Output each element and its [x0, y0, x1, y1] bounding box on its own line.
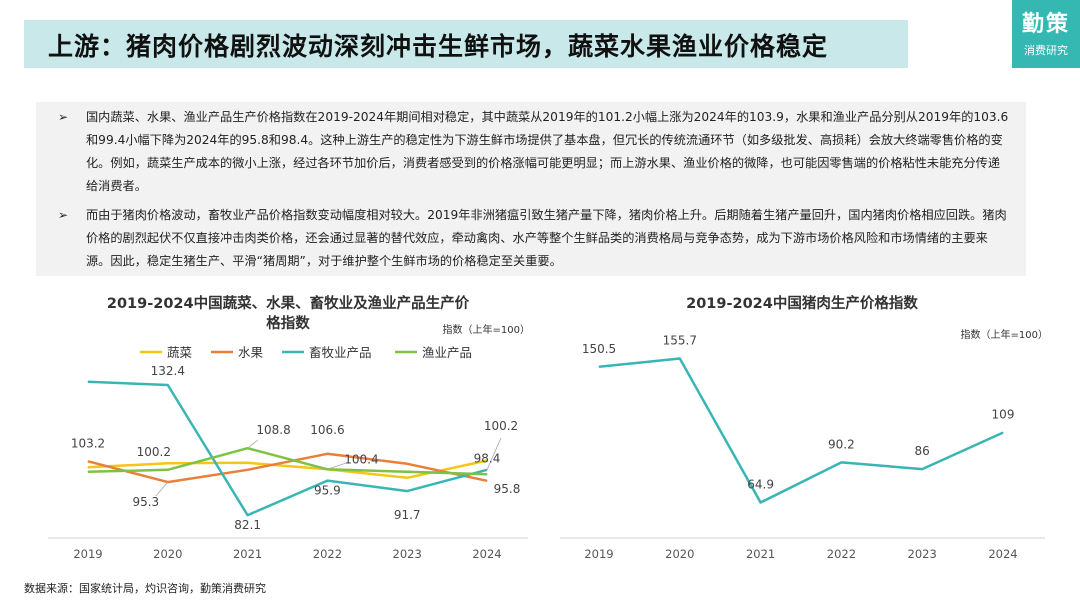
- x-tick-label: 2020: [665, 547, 694, 561]
- data-point: [167, 469, 169, 471]
- series-line: [87, 452, 488, 484]
- data-point: [679, 358, 681, 360]
- data-label: 100.2: [484, 419, 518, 433]
- data-point: [486, 480, 488, 482]
- chart1-unit-note: 指数（上年=100）: [443, 323, 530, 336]
- data-label: 108.8: [256, 423, 290, 437]
- data-label: 106.6: [310, 423, 344, 437]
- brand-logo: 勤策 消费研究: [1012, 0, 1080, 68]
- logo-line1: 勤策: [1021, 12, 1070, 37]
- data-point: [598, 366, 600, 368]
- page-title: 上游：猪肉价格剧烈波动深刻冲击生鲜市场，蔬菜水果渔业价格稳定: [48, 32, 829, 61]
- summary-paragraph-2: ➢ 而由于猪肉价格波动，畜牧业产品价格指数变动幅度相对较大。2019年非洲猪瘟引…: [58, 204, 1010, 273]
- x-tick-label: 2019: [73, 547, 102, 561]
- data-point: [326, 480, 328, 482]
- chart1-title-line1: 2019-2024中国蔬菜、水果、畜牧业及渔业产品生产价: [107, 294, 470, 312]
- data-point: [87, 471, 89, 473]
- data-point: [406, 463, 408, 465]
- x-tick-label: 2021: [746, 547, 775, 561]
- summary-paragraph-1: ➢ 国内蔬菜、水果、渔业产品生产价格指数在2019-2024年期间相对稳定，其中…: [58, 106, 1010, 198]
- x-tick-label: 2023: [908, 547, 937, 561]
- data-point: [921, 468, 923, 470]
- summary-box: ➢ 国内蔬菜、水果、渔业产品生产价格指数在2019-2024年期间相对稳定，其中…: [36, 102, 1026, 276]
- legend-label: 畜牧业产品: [309, 345, 372, 360]
- x-tick-label: 2022: [827, 547, 856, 561]
- label-leader-line: [247, 439, 258, 449]
- x-tick-label: 2019: [584, 547, 613, 561]
- data-point: [486, 460, 488, 462]
- chart2-plot: 2019 2020 2021 2022 2023 2024 150.5 155.7 64.9 90…: [560, 334, 1045, 561]
- series-line: [598, 357, 1004, 504]
- data-label: 100.2: [137, 445, 171, 459]
- data-source: 数据来源：国家统计局，灼识咨询，勤策消费研究: [24, 582, 266, 595]
- legend-label: 水果: [238, 345, 264, 360]
- data-label: 90.2: [828, 437, 855, 451]
- data-point: [167, 462, 169, 464]
- paragraph-text: 国内蔬菜、水果、渔业产品生产价格指数在2019-2024年期间相对稳定，其中蔬菜…: [86, 110, 1009, 193]
- x-tick-label: 2020: [153, 547, 182, 561]
- logo-line2: 消费研究: [1024, 44, 1068, 57]
- data-point: [406, 477, 408, 479]
- data-point: [247, 462, 249, 464]
- data-label: 91.7: [394, 508, 421, 522]
- data-label: 86: [915, 444, 930, 458]
- chart1-legend: 蔬菜 水果 畜牧业产品 渔业产品: [140, 345, 472, 360]
- data-label: 98.4: [474, 451, 501, 465]
- data-label: 155.7: [663, 334, 697, 348]
- legend-item: 蔬菜: [140, 345, 193, 360]
- legend-label: 渔业产品: [422, 345, 472, 360]
- data-label: 95.3: [132, 495, 159, 509]
- data-point: [486, 473, 488, 475]
- bullet-icon: ➢: [58, 110, 69, 124]
- data-point: [247, 514, 249, 516]
- data-label: 103.2: [71, 436, 105, 450]
- legend-item: 渔业产品: [395, 345, 472, 360]
- data-point: [1002, 432, 1004, 434]
- data-label: 64.9: [747, 478, 774, 492]
- legend-item: 水果: [211, 345, 264, 360]
- data-label: 82.1: [234, 518, 261, 532]
- chart2-unit-note: 指数（上年=100）: [961, 328, 1048, 341]
- label-leader-line: [155, 481, 169, 497]
- chart1-title-line2: 格指数: [266, 314, 310, 332]
- x-tick-label: 2023: [393, 547, 422, 561]
- data-label: 132.4: [151, 364, 185, 378]
- data-point: [840, 461, 842, 463]
- chart-pork-price-index: 2019-2024中国猪肉生产价格指数 指数（上年=100） 2019 2020 2…: [560, 294, 1048, 561]
- chart-produce-price-index: 2019-2024中国蔬菜、水果、畜牧业及渔业产品生产价 格指数 指数（上年=1…: [48, 294, 530, 561]
- x-tick-label: 2024: [988, 547, 1017, 561]
- data-label: 95.9: [314, 484, 341, 498]
- series-line: [87, 446, 488, 476]
- legend-label: 蔬菜: [167, 345, 193, 360]
- data-point: [87, 466, 89, 468]
- x-tick-label: 2024: [472, 547, 501, 561]
- data-point: [87, 381, 89, 383]
- bullet-icon: ➢: [58, 208, 69, 222]
- data-point: [326, 453, 328, 455]
- chart2-title: 2019-2024中国猪肉生产价格指数: [686, 294, 918, 312]
- title-bar: 上游：猪肉价格剧烈波动深刻冲击生鲜市场，蔬菜水果渔业价格稳定: [24, 20, 908, 68]
- chart1-plot: 2019 2020 2021 2022 2023 2024 103.2 95.3 106.6 95…: [48, 364, 528, 561]
- data-point: [87, 460, 89, 462]
- series-line: [87, 380, 488, 517]
- data-label: 109: [992, 408, 1015, 422]
- paragraph-text: 而由于猪肉价格波动，畜牧业产品价格指数变动幅度相对较大。2019年非洲猪瘟引致生…: [86, 208, 1007, 268]
- label-leader-line: [486, 437, 502, 470]
- data-label: 100.4: [344, 452, 378, 466]
- data-point: [406, 471, 408, 473]
- data-point: [167, 384, 169, 386]
- data-point: [406, 490, 408, 492]
- label-leader-line: [327, 462, 346, 470]
- series-line: [87, 459, 488, 480]
- data-point: [760, 502, 762, 504]
- data-label: 150.5: [582, 342, 616, 356]
- legend-item: 畜牧业产品: [282, 345, 372, 360]
- x-tick-label: 2022: [313, 547, 342, 561]
- x-tick-label: 2021: [233, 547, 262, 561]
- data-point: [247, 469, 249, 471]
- data-label: 95.8: [494, 482, 521, 496]
